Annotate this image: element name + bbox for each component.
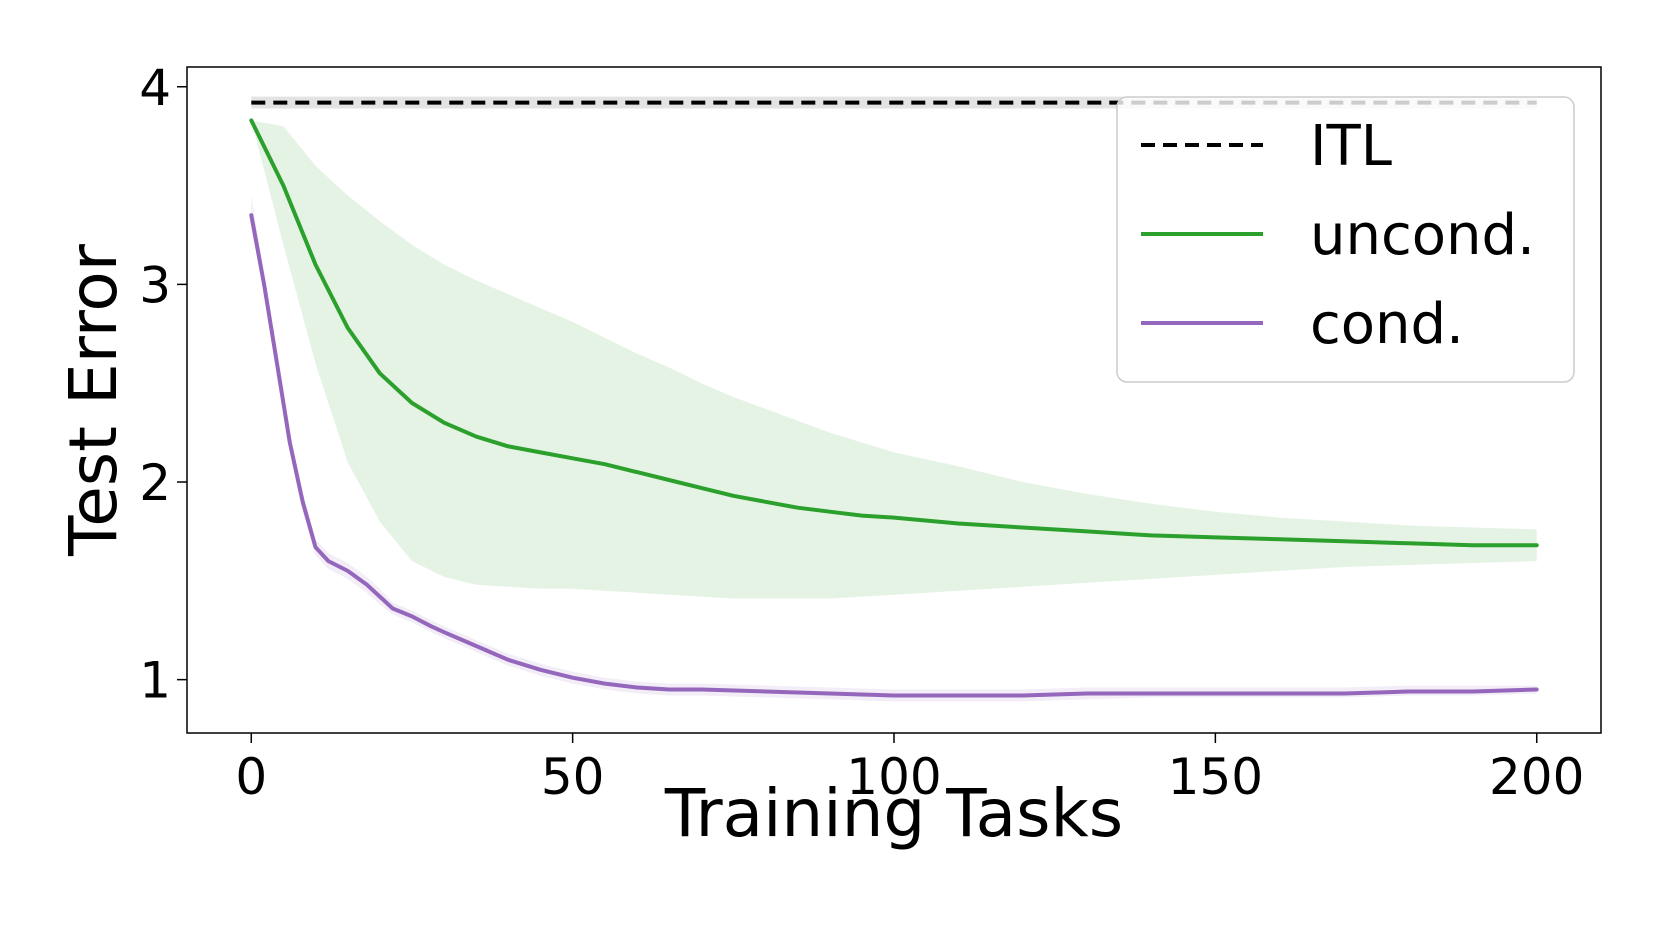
series-line-cond <box>249 213 1539 698</box>
y-axis-ticks: 1 2 3 4 <box>139 59 187 710</box>
x-axis-label: Training Tasks <box>664 775 1123 852</box>
y-axis-label: Test Error <box>55 243 132 557</box>
series-line-uncond <box>249 118 1539 548</box>
legend-label-uncond: uncond. <box>1310 203 1535 268</box>
legend-label-cond: cond. <box>1310 292 1464 357</box>
x-axis-ticks: 0 50 100 150 200 <box>235 733 1584 806</box>
y-tick-label: 1 <box>139 652 171 710</box>
x-tick-label: 150 <box>1168 748 1263 806</box>
x-tick-label: 0 <box>235 748 267 806</box>
band-uncond <box>251 120 1537 599</box>
y-tick-label: 4 <box>139 59 171 117</box>
legend: ITL uncond. cond. <box>1116 96 1575 383</box>
y-tick-label: 3 <box>139 256 171 314</box>
legend-frame <box>1116 96 1575 383</box>
legend-label-itl: ITL <box>1310 114 1392 179</box>
x-tick-label: 100 <box>846 748 941 806</box>
x-tick-label: 200 <box>1489 748 1584 806</box>
series-lines <box>249 100 1539 698</box>
y-tick-label: 2 <box>139 454 171 512</box>
x-tick-label: 50 <box>541 748 605 806</box>
